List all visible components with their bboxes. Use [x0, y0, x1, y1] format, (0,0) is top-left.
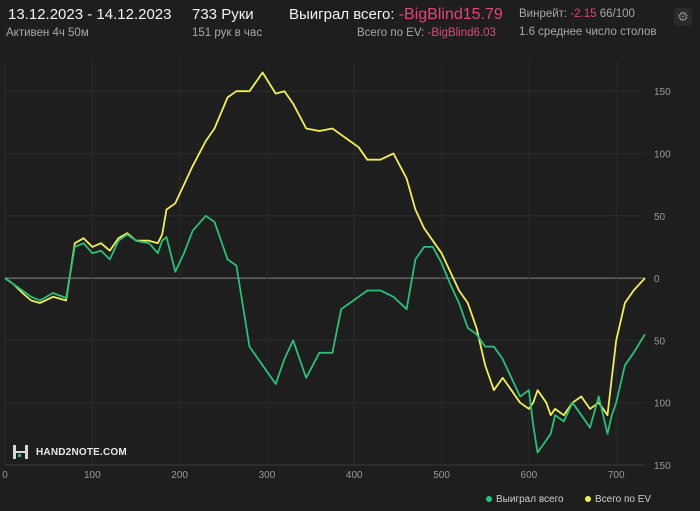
legend-won[interactable]: Выиграл всего: [486, 494, 564, 505]
x-tick-label: 0: [2, 470, 8, 481]
x-tick-label: 700: [608, 470, 625, 481]
brand-logo: HAND2NOTE.COM: [12, 444, 127, 460]
series-ev-line: [4, 71, 646, 417]
legend-ev-dot: [585, 496, 591, 503]
ev-value: -BigBlind6.03: [427, 27, 496, 39]
ev-label: Всего по EV:: [357, 27, 425, 39]
date-range[interactable]: 13.12.2023 - 14.12.2023: [8, 6, 172, 23]
x-tick-label: 600: [521, 470, 538, 481]
y-tick-label: 0: [654, 274, 660, 285]
x-tick-label: 400: [346, 470, 363, 481]
series-won-line: [4, 214, 646, 454]
y-tick-label: 50: [654, 336, 666, 347]
y-tick-label: 150: [654, 87, 671, 98]
hands-count: 733 Руки: [192, 6, 254, 23]
legend-ev[interactable]: Всего по EV: [585, 494, 651, 505]
y-tick-label: 150: [654, 461, 671, 472]
x-tick-label: 300: [259, 470, 276, 481]
winrate-label: Винрейт:: [519, 8, 568, 20]
y-tick-label: 100: [654, 399, 671, 410]
chart-grid: [4, 60, 645, 466]
active-time: Активен 4ч 50м: [6, 27, 89, 39]
x-tick-label: 200: [171, 470, 188, 481]
h2n-logo-icon: [13, 445, 28, 459]
won-label: Выиграл всего:: [289, 6, 395, 23]
chart-lines: [4, 71, 646, 454]
header: 13.12.2023 - 14.12.2023 Активен 4ч 50м 7…: [0, 0, 700, 44]
won-value: -BigBlind15.79: [398, 6, 503, 23]
legend-won-label: Выиграл всего: [496, 494, 564, 505]
hands-per-hour: 151 рук в час: [192, 27, 263, 39]
legend-won-dot: [486, 496, 492, 503]
x-tick-label: 500: [433, 470, 450, 481]
legend-ev-label: Всего по EV: [595, 494, 652, 505]
won-total: Выиграл всего: -BigBlind15.79: [289, 6, 503, 24]
brand-text: HAND2NOTE.COM: [36, 446, 127, 458]
gear-icon[interactable]: ⚙: [674, 8, 692, 26]
y-tick-label: 100: [654, 149, 671, 160]
y-tick-label: 50: [654, 212, 666, 223]
winrate-value: -2.15: [570, 8, 597, 20]
ev-total: Всего по EV: -BigBlind6.03: [357, 27, 496, 39]
avg-tables: 1.6 среднее число столов: [519, 26, 657, 38]
x-tick-label: 100: [84, 470, 101, 481]
winrate-suffix: 66/100: [599, 8, 635, 20]
winrate: Винрейт: -2.15 66/100: [519, 8, 635, 20]
